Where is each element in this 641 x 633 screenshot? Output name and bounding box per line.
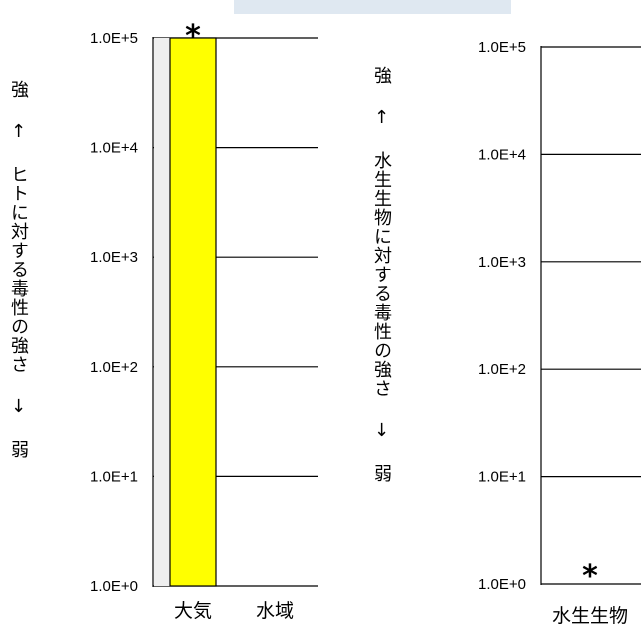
chart1-axis-shade [154, 38, 170, 586]
chart2-annotation-asterisk-0: * [582, 559, 598, 594]
chart2-y-tick-label-0: 1.0E+0 [478, 576, 526, 593]
chart1-y-axis-label: 強 ↑ ヒトに対する毒性の強さ ↓ 弱 [8, 80, 29, 459]
chart2-y-tick-label-2: 1.0E+2 [478, 361, 526, 378]
chart1-y-tick-label-2: 1.0E+2 [90, 359, 138, 376]
chart2-y-tick-label-3: 1.0E+3 [478, 254, 526, 271]
chart1-y-tick-label-5: 1.0E+5 [90, 30, 138, 47]
chart1-y-tick-label-4: 1.0E+4 [90, 140, 138, 157]
chart2-y-axis-label: 強 ↑ 水生生物に対する毒性の強さ ↓ 弱 [371, 66, 392, 483]
chart2-y-tick-label-5: 1.0E+5 [478, 39, 526, 56]
chart1-y-tick-label-3: 1.0E+3 [90, 249, 138, 266]
chart1-category-label-0: 大気 [174, 600, 212, 622]
chart1-y-tick-label-1: 1.0E+1 [90, 468, 138, 485]
chart1-category-label-1: 水域 [256, 600, 294, 622]
chart1-y-tick-label-0: 1.0E+0 [90, 578, 138, 595]
chart2-y-tick-label-4: 1.0E+4 [478, 146, 526, 163]
top-banner [234, 0, 511, 14]
chart1-bar-0 [169, 37, 217, 587]
chart1-annotation-asterisk-0: * [185, 19, 201, 54]
chart2-category-label-0: 水生生物 [552, 605, 628, 627]
chart2-y-tick-label-1: 1.0E+1 [478, 469, 526, 486]
